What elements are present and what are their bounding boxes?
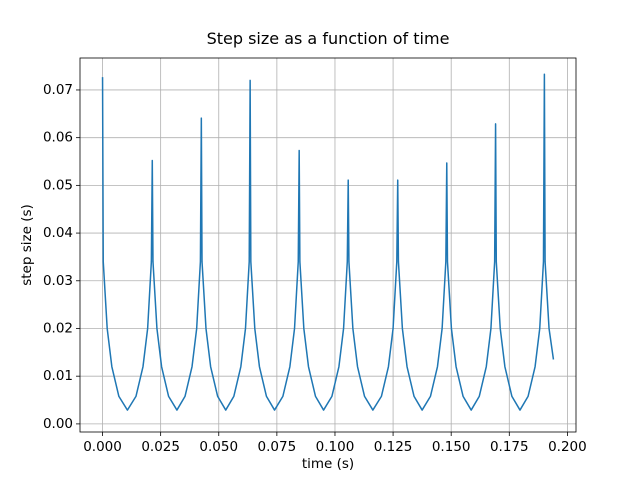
y-tick-label: 0.07 — [43, 82, 73, 98]
plot-frame — [79, 57, 577, 433]
x-tick-label: 0.200 — [548, 439, 587, 455]
x-tick-label: 0.150 — [432, 439, 471, 455]
x-tick-label: 0.050 — [199, 439, 238, 455]
y-tick-label: 0.06 — [43, 130, 73, 146]
x-tick-label: 0.125 — [374, 439, 413, 455]
y-tick-label: 0.02 — [43, 320, 73, 336]
line-series — [101, 73, 555, 411]
x-tick-label: 0.100 — [316, 439, 355, 455]
y-tick-label: 0.03 — [43, 273, 73, 289]
y-tick-label: 0.04 — [43, 225, 73, 241]
x-tick-label: 0.175 — [490, 439, 529, 455]
x-tick-label: 0.000 — [83, 439, 122, 455]
y-tick-label: 0.05 — [43, 177, 73, 193]
y-axis-label: step size (s) — [19, 204, 35, 286]
y-tick-label: 0.00 — [43, 416, 73, 432]
x-axis-label: time (s) — [302, 456, 354, 472]
x-tick-label: 0.025 — [141, 439, 180, 455]
x-tick-label: 0.075 — [258, 439, 297, 455]
chart-title: Step size as a function of time — [207, 29, 450, 48]
y-tick-label: 0.01 — [43, 368, 73, 384]
